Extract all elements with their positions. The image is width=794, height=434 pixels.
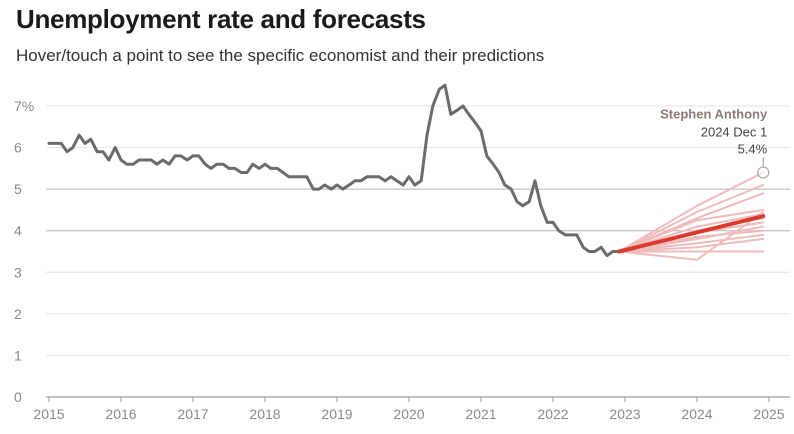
y-tick-label: 2	[14, 306, 22, 322]
x-tick-label: 2020	[393, 406, 424, 422]
hover-annotation: Stephen Anthony 2024 Dec 1 5.4%	[660, 107, 770, 179]
annotation-value: 5.4%	[738, 142, 768, 157]
annotation-economist-name: Stephen Anthony	[660, 107, 768, 122]
x-tick-label: 2021	[465, 406, 496, 422]
annotation-date: 2024 Dec 1	[701, 125, 768, 140]
forecast-line[interactable]	[618, 208, 765, 253]
x-tick-label: 2018	[249, 406, 280, 422]
chart-title: Unemployment rate and forecasts	[16, 4, 426, 34]
x-tick-label: 2016	[105, 406, 136, 422]
y-tick-label: 1	[14, 347, 22, 363]
x-tick-label: 2019	[321, 406, 352, 422]
x-tick-label: 2023	[609, 406, 640, 422]
gridlines	[46, 105, 790, 398]
y-tick-label: 6	[14, 140, 22, 156]
forecast-line[interactable]	[618, 184, 765, 253]
x-tick-label: 2024	[681, 406, 712, 422]
x-tick-label: 2017	[177, 406, 208, 422]
forecast-line[interactable]	[618, 233, 765, 253]
axis-labels: 0 1 2 3 4 5 6 7% 2015 2016 2017 2018 2019 2020 2021 202…	[14, 98, 785, 422]
y-tick-label: 7%	[14, 98, 34, 114]
consensus-forecast-line[interactable]	[617, 214, 766, 254]
y-tick-label: 3	[14, 264, 22, 280]
y-tick-label: 5	[14, 181, 22, 197]
chart-subtitle: Hover/touch a point to see the specific …	[16, 46, 545, 65]
x-tick-label: 2015	[33, 406, 64, 422]
forecast-line[interactable]	[618, 238, 765, 253]
forecast-line[interactable]	[618, 171, 765, 253]
forecast-line[interactable]	[618, 211, 765, 261]
x-tick-label: 2025	[753, 406, 784, 422]
x-tick-label: 2022	[537, 406, 568, 422]
data-series[interactable]	[47, 83, 766, 258]
y-tick-label: 4	[14, 223, 22, 239]
y-tick-label: 0	[14, 389, 22, 405]
annotation-marker[interactable]	[757, 166, 770, 179]
actual-unemployment-line[interactable]	[47, 83, 621, 258]
